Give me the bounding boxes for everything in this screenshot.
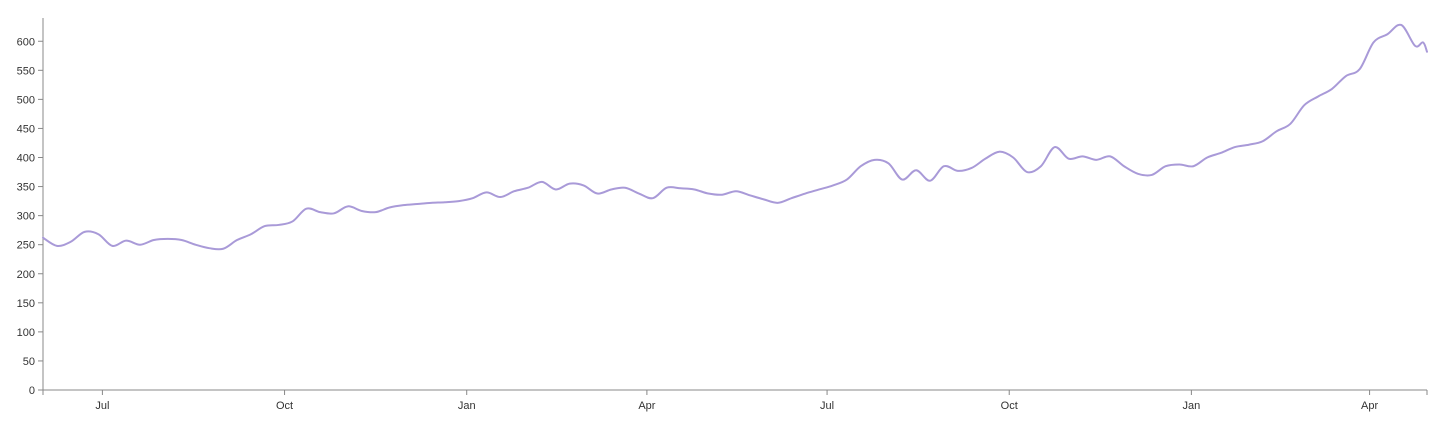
x-tick-label: Jan [1183,400,1201,412]
series-line-0 [42,23,1428,251]
y-tick: 50 [23,356,43,368]
y-tick-label: 450 [17,123,35,135]
y-tick: 0 [29,385,43,397]
y-tick: 100 [17,327,43,339]
x-tick: Jan [1183,390,1201,412]
y-tick: 200 [17,269,43,281]
y-tick-label: 0 [29,385,35,397]
y-tick-label: 400 [17,153,35,165]
y-tick-label: 50 [23,356,35,368]
x-tick: Jan [458,390,476,412]
x-tick: Jul [820,390,834,412]
x-tick-label: Jul [820,400,834,412]
x-axis: Jul Oct Jan Apr Jul Oct Jan Apr [42,389,1428,412]
x-tick: Apr [1361,390,1378,412]
x-tick-label: Oct [1001,400,1018,412]
y-tick: 400 [17,153,43,165]
x-tick: Oct [276,390,293,412]
x-tick: Oct [1001,390,1018,412]
y-tick-label: 550 [17,65,35,77]
x-tick-label: Apr [638,400,655,412]
y-tick-label: 600 [17,36,35,48]
y-tick: 300 [17,211,43,223]
y-tick: 150 [17,298,43,310]
y-tick-label: 150 [17,298,35,310]
x-tick: Apr [638,390,656,412]
x-tick-label: Oct [276,400,293,412]
y-tick-label: 200 [17,269,35,281]
y-tick: 550 [17,65,43,77]
y-tick: 600 [17,36,43,48]
y-tick-label: 300 [17,211,35,223]
x-tick-label: Jul [95,400,109,412]
y-tick-label: 100 [17,327,35,339]
y-tick-label: 350 [17,182,35,194]
y-tick: 450 [17,123,43,135]
y-tick: 250 [17,240,43,252]
y-axis: 0 50 100 150 200 250 300 350 400 450 500 550 600 [17,18,44,397]
y-tick-label: 250 [17,240,35,252]
x-tick-label: Jan [458,400,476,412]
y-tick: 350 [17,182,43,194]
y-tick-label: 500 [17,94,35,106]
series-layer [42,23,1428,251]
y-tick: 500 [17,94,43,106]
x-tick-label: Apr [1361,400,1378,412]
x-tick: Jul [95,390,109,412]
